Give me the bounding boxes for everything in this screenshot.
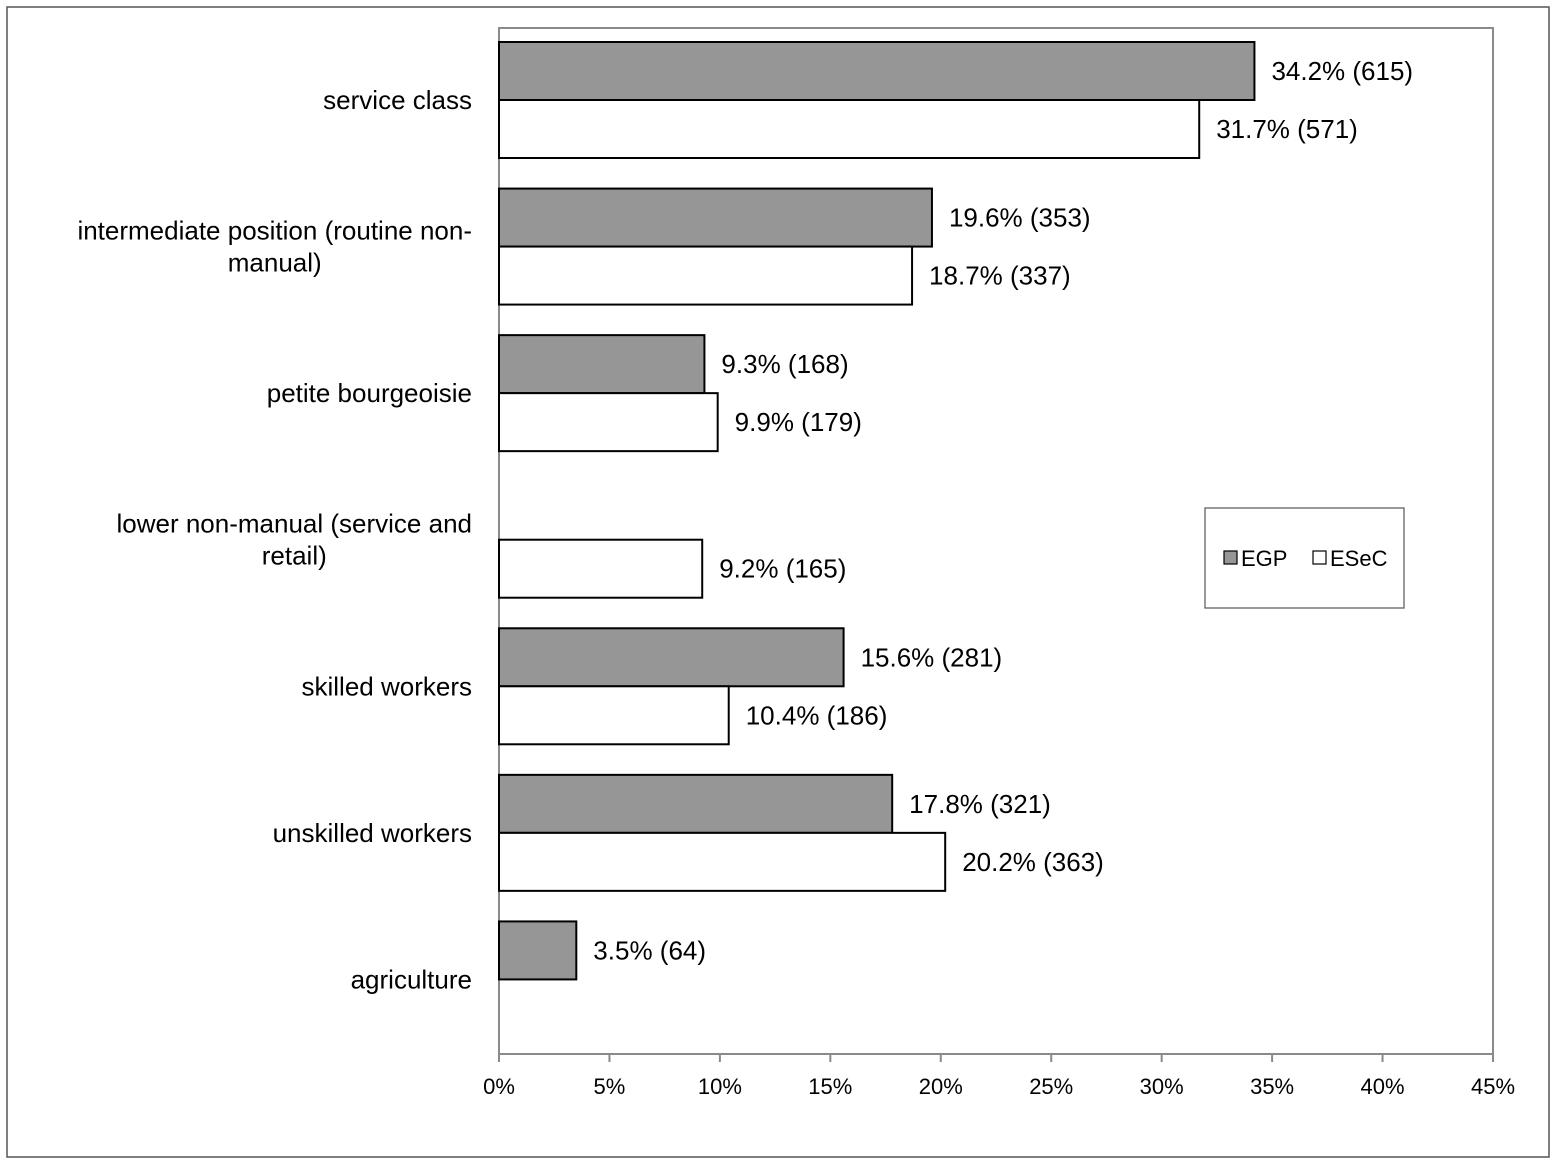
x-tick-label-0: 0% — [483, 1074, 515, 1099]
category-label-5: unskilled workers — [273, 818, 472, 848]
x-tick-label-4: 20% — [919, 1074, 963, 1099]
bar-esec-0 — [498, 99, 1201, 159]
legend-label-egp: EGP — [1241, 546, 1287, 571]
category-label-0: service class — [323, 85, 472, 115]
bar-esec-1 — [498, 245, 914, 306]
category-label-3: lower non-manual (service and retail) — [116, 509, 472, 571]
x-tick-label-2: 10% — [698, 1074, 742, 1099]
bar-egp-0 — [498, 41, 1256, 101]
x-tick-label-1: 5% — [594, 1074, 626, 1099]
legend-box — [1204, 507, 1405, 609]
category-label-1: intermediate position (routine non-manua… — [77, 216, 472, 278]
data-label-egp-6: 3.5% (64) — [593, 935, 706, 965]
chart-marks: 34.2% (615) 31.7% (571) service class 19.6%… — [77, 41, 1515, 1099]
x-tick-label-7: 35% — [1250, 1074, 1294, 1099]
x-tick-label-9: 45% — [1471, 1074, 1515, 1099]
data-label-esec-4: 10.4% (186) — [746, 700, 888, 730]
data-label-esec-2: 9.9% (179) — [735, 407, 862, 437]
x-tick-label-3: 15% — [808, 1074, 852, 1099]
data-label-esec-1: 18.7% (337) — [929, 261, 1071, 291]
bar-esec-2 — [498, 392, 719, 453]
bar-egp-2 — [498, 334, 706, 395]
bar-egp-4 — [498, 627, 845, 688]
bar-esec-3 — [498, 538, 704, 599]
bar-esec-5 — [498, 831, 947, 892]
x-tick-label-8: 40% — [1361, 1074, 1405, 1099]
category-label-2: petite bourgeoisie — [267, 378, 472, 408]
data-label-esec-0: 31.7% (571) — [1216, 114, 1358, 144]
data-label-egp-4: 15.6% (281) — [861, 642, 1003, 672]
bar-egp-1 — [498, 187, 933, 248]
bar-egp-6 — [498, 920, 578, 981]
legend-swatch-esec — [1312, 550, 1327, 565]
chart-legend: EGP ESeC — [1204, 507, 1405, 609]
legend-label-esec: ESeC — [1330, 546, 1388, 571]
legend-swatch-egp — [1223, 550, 1238, 565]
category-label-4: skilled workers — [302, 671, 473, 701]
x-tick-label-5: 25% — [1029, 1074, 1073, 1099]
data-label-egp-0: 34.2% (615) — [1271, 56, 1413, 86]
data-label-egp-2: 9.3% (168) — [721, 349, 848, 379]
bar-esec-4 — [498, 685, 730, 746]
data-label-egp-1: 19.6% (353) — [949, 203, 1091, 233]
data-label-esec-3: 9.2% (165) — [719, 554, 846, 584]
data-label-egp-5: 17.8% (321) — [909, 789, 1051, 819]
data-label-esec-5: 20.2% (363) — [962, 847, 1104, 877]
bar-egp-5 — [498, 773, 894, 834]
x-tick-label-6: 30% — [1140, 1074, 1184, 1099]
category-label-6: agriculture — [351, 964, 472, 994]
